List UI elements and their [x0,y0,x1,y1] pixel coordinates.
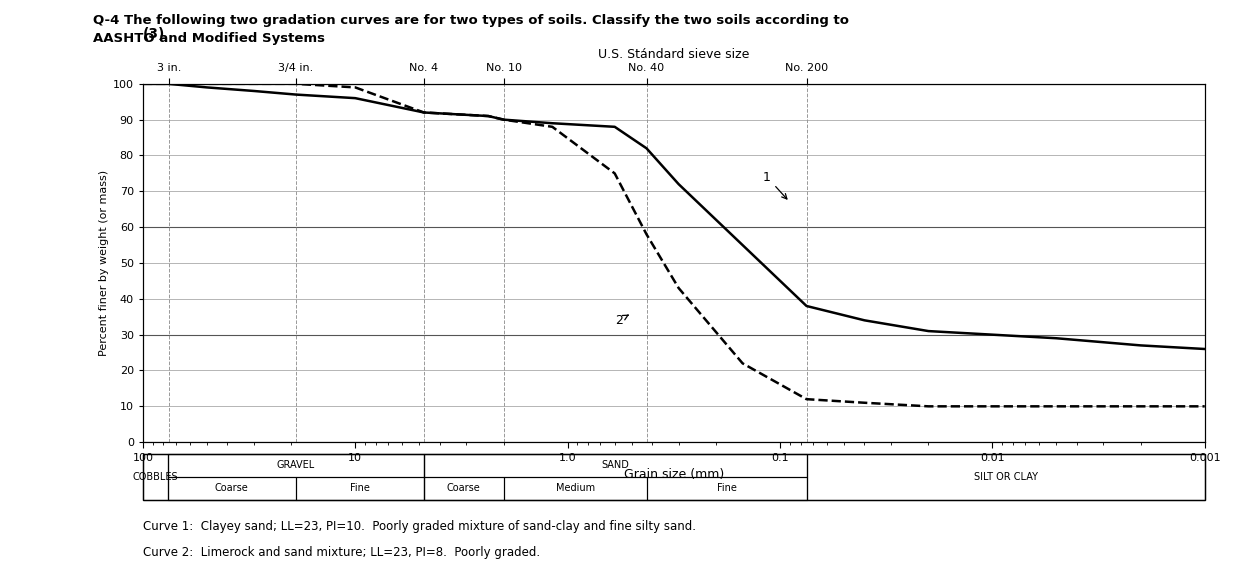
X-axis label: Grain size (mm): Grain size (mm) [623,468,724,481]
Text: 1: 1 [763,171,787,199]
Text: 2: 2 [615,314,628,327]
Text: SILT OR CLAY: SILT OR CLAY [974,472,1037,482]
Text: SAND: SAND [601,460,630,470]
Text: Fine: Fine [350,483,370,494]
Text: Curve 1:  Clayey sand; LL=23, PI=10.  Poorly graded mixture of sand-clay and fin: Curve 1: Clayey sand; LL=23, PI=10. Poor… [143,520,696,533]
Y-axis label: Percent finer by weight (or mass): Percent finer by weight (or mass) [98,170,108,356]
Text: Coarse: Coarse [215,483,248,494]
Text: Medium: Medium [555,483,595,494]
Text: Fine: Fine [717,483,737,494]
Text: Curve 2:  Limerock and sand mixture; LL=23, PI=8.  Poorly graded.: Curve 2: Limerock and sand mixture; LL=2… [143,546,540,559]
Text: Q-4 The following two gradation curves are for two types of soils. Classify the : Q-4 The following two gradation curves a… [93,14,850,27]
X-axis label: U.S. Stándard sieve size: U.S. Stándard sieve size [599,48,749,61]
Text: COBBLES: COBBLES [133,472,178,482]
Text: Coarse: Coarse [447,483,481,494]
Text: (3): (3) [143,27,165,41]
Text: AASHTO and Modified Systems: AASHTO and Modified Systems [93,32,325,45]
Text: GRAVEL: GRAVEL [277,460,315,470]
